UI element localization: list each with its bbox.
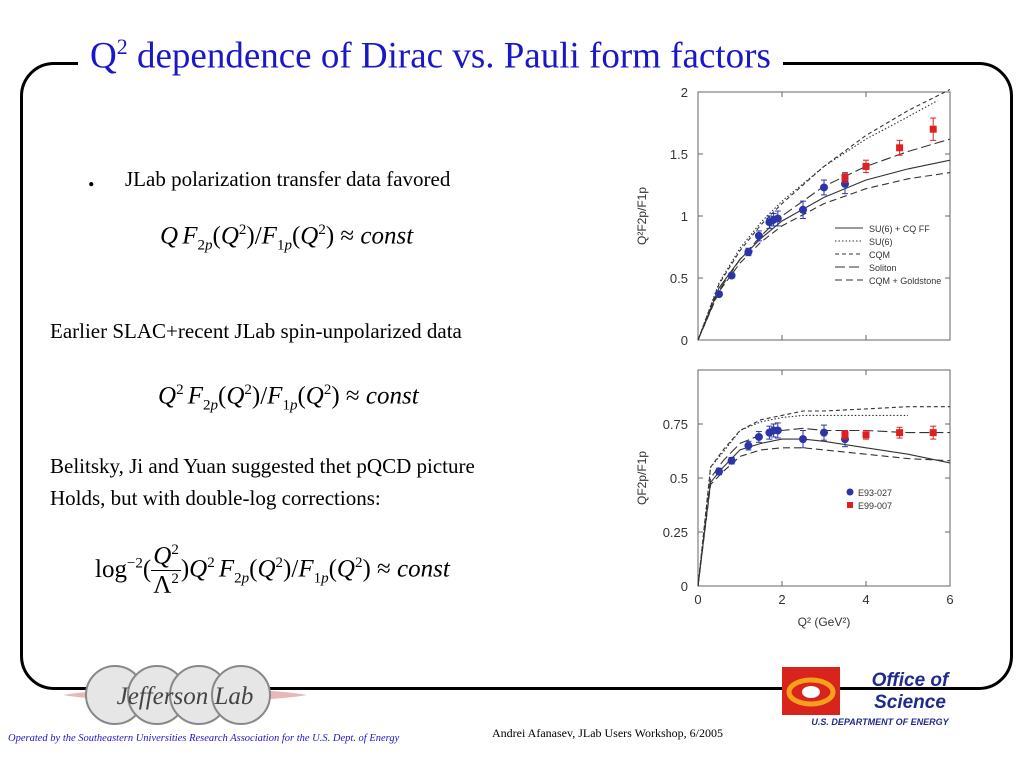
data-point-e93-027 <box>820 428 828 437</box>
data-point-e99-007 <box>896 144 904 152</box>
legend-label: SU(6) + CQ FF <box>869 224 930 234</box>
data-point-e99-007 <box>929 429 937 437</box>
data-point-e93-027 <box>744 247 753 256</box>
legend-label: CQM + Goldstone <box>869 276 941 286</box>
series-line <box>697 159 951 341</box>
legend-label: E93-027 <box>858 488 892 498</box>
y-tick-label: 1 <box>681 209 688 224</box>
footer-author: Andrei Afanasev, JLab Users Workshop, 6/… <box>492 726 723 740</box>
jefferson-lab-logo: Jefferson Lab <box>63 665 307 725</box>
legend-label: CQM <box>869 250 890 260</box>
data-point-e93-027 <box>773 214 782 223</box>
bullet-text: JLab polarization transfer data favored <box>125 167 451 191</box>
formula-2: Q2 F2p(Q2)/F1p(Q2) ≈ const <box>158 382 419 414</box>
y-tick-label: 2 <box>681 85 688 100</box>
office-text: Office of <box>872 670 950 691</box>
data-point-e99-007 <box>862 431 870 439</box>
x-tick-label: 0 <box>694 592 701 607</box>
series-line <box>697 447 951 587</box>
bullet-marker: . <box>88 163 95 192</box>
series-line <box>697 100 938 341</box>
series-line <box>697 138 951 341</box>
plot-frame-2 <box>697 369 951 587</box>
y-tick-label: 0.5 <box>670 471 688 486</box>
science-text: Science <box>874 692 946 713</box>
x-tick-label: 2 <box>778 592 785 607</box>
legend-label: Soliton <box>869 263 897 273</box>
data-point-e99-007 <box>862 162 870 170</box>
data-point-e93-027 <box>841 179 849 188</box>
data-point-e99-007 <box>929 125 937 133</box>
legend-label: SU(6) <box>869 237 893 247</box>
legend-marker <box>847 502 853 508</box>
legend-marker <box>846 488 854 496</box>
y-axis-label: Q²F2p/F1p <box>635 187 649 245</box>
x-axis-label: Q² (GeV²) <box>798 615 851 629</box>
x-tick-label: 6 <box>946 592 953 607</box>
formula-1: Q F2p(Q2)/F1p(Q2) ≈ const <box>160 222 414 254</box>
y-axis-label: QF2p/F1p <box>635 451 649 505</box>
y-tick-label: 0.75 <box>663 417 688 432</box>
data-point-e93-027 <box>754 432 763 441</box>
office-of-science-logo: Office of Science U.S. DEPARTMENT OF ENE… <box>782 667 950 727</box>
slide-title: Q2 dependence of Dirac vs. Pauli form fa… <box>78 34 783 78</box>
form-factor-chart: 0 0.5 1 1.5 2 Q²F2p/F1p SU(6) + CQ FF SU(6) CQM S… <box>635 85 954 629</box>
y-tick-label: 0.25 <box>663 525 688 540</box>
series-line <box>697 172 951 341</box>
data-point-e93-027 <box>715 467 723 476</box>
data-point-e93-027 <box>727 456 736 465</box>
series-line <box>697 406 950 587</box>
legend-label: E99-007 <box>858 501 892 511</box>
data-point-e99-007 <box>841 174 849 182</box>
x-tick-label: 4 <box>862 592 869 607</box>
text-slac-jlab: Earlier SLAC+recent JLab spin-unpolarize… <box>50 319 462 343</box>
plot-frame-1 <box>697 91 951 341</box>
data-point-e99-007 <box>896 429 904 437</box>
series-line <box>697 89 951 341</box>
jlab-logo-text: Jefferson Lab <box>117 683 254 710</box>
data-point-e93-027 <box>820 183 828 192</box>
text-belitsky-line1: Belitsky, Ji and Yuan suggested thet pQC… <box>50 454 475 478</box>
series-line <box>697 427 950 587</box>
data-point-e93-027 <box>744 441 753 450</box>
data-point-e93-027 <box>754 231 763 240</box>
data-point-e93-027 <box>799 205 807 214</box>
data-point-e93-027 <box>773 426 782 435</box>
text-belitsky-line2: Holds, but with double-log corrections: <box>50 486 381 510</box>
y-tick-label: 0 <box>681 333 688 348</box>
data-point-e93-027 <box>727 271 736 280</box>
y-tick-label: 0 <box>681 579 688 594</box>
footer-operator: Operated by the Southeastern Universitie… <box>8 733 400 744</box>
data-point-e99-007 <box>841 431 849 439</box>
doe-text: U.S. DEPARTMENT OF ENERGY <box>811 717 949 727</box>
series-line <box>697 414 908 587</box>
y-tick-label: 0.5 <box>670 271 688 286</box>
data-point-e93-027 <box>715 290 723 299</box>
series-line <box>697 438 951 587</box>
y-tick-label: 1.5 <box>670 147 688 162</box>
formula-3: log−2(Q2 Λ2)Q2 F2p(Q2)/F1p(Q2) ≈ const <box>95 542 450 599</box>
data-point-e93-027 <box>799 435 807 444</box>
